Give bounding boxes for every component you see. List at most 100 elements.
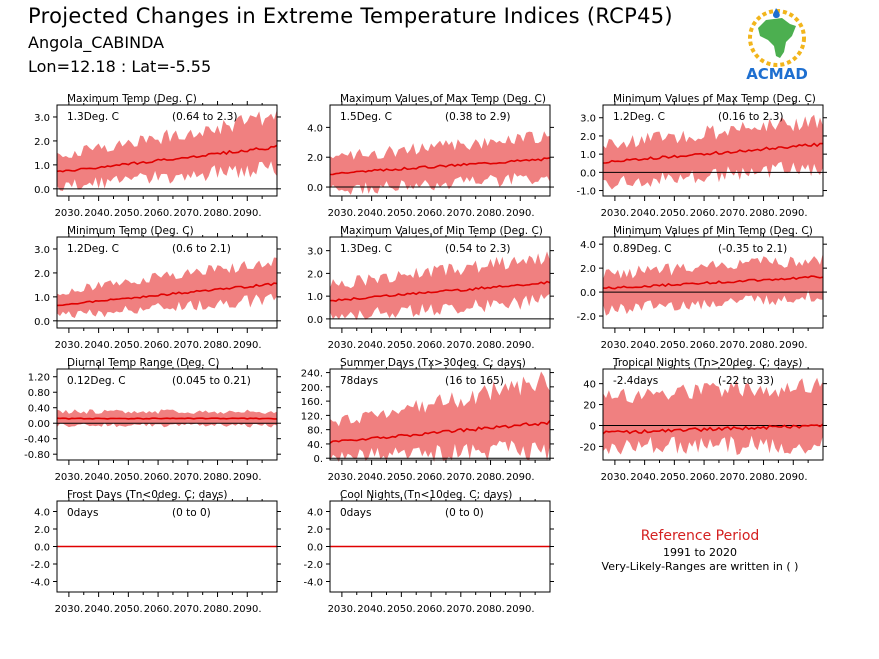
y-tick-label: -1.0 [576,187,596,198]
change-value: 1.5Deg. C [340,111,392,123]
y-tick-label: 4.0 [34,508,50,519]
uncertainty-band [330,371,550,462]
y-tick-label: 0. [313,454,323,465]
x-tick-label: 2090. [779,340,808,351]
x-tick-label: 2030. [328,208,357,219]
y-tick-label: 2.0 [580,264,596,275]
change-value: 1.2Deg. C [67,243,119,255]
x-tick-label: 2070. [719,340,748,351]
x-tick-label: 2030. [55,472,84,483]
africa-map-icon [758,18,796,58]
chart-panel: -4.0 -2.0 0.0 2.0 4.0 2030. 2040. 2050. 2060. 207… [30,489,281,615]
mean-series-line [602,275,824,290]
x-tick-label: 2090. [506,472,535,483]
mean-series-line [56,282,278,307]
mean-series-line [330,280,551,302]
x-tick-label: 2040. [84,604,113,615]
panel-title: Cool Nights (Tn<10deg. C; days) [340,489,512,501]
x-tick-label: 2050. [114,340,143,351]
plot-frame [602,236,824,329]
chart-panel: -4.0 -2.0 0.0 2.0 4.0 2030. 2040. 2050. 2060. 207… [303,489,554,615]
y-tick-label: 0.0 [580,168,596,179]
plot-frame [56,236,278,329]
uncertainty-band [603,253,823,316]
y-tick-label: -0.80 [24,450,50,461]
y-tick-label: 0.0 [307,543,323,554]
x-tick-label: 2030. [55,340,84,351]
x-tick-label: 2070. [446,604,475,615]
y-tick-label: 2.0 [580,132,596,143]
y-tick-label: 1.20 [28,373,50,384]
x-tick-label: 2060. [144,604,173,615]
y-tick-label: 40. [307,440,323,451]
likely-range: (0.045 to 0.21) [172,375,251,387]
chart-panel: 0.0 1.0 2.0 3.0 2030. 2040. 2050. 2060. 2070. 208… [34,225,281,351]
plot-frame [602,368,824,461]
x-tick-label: 2040. [357,208,386,219]
change-value: -2.4days [613,375,658,387]
x-tick-label: 2030. [601,472,630,483]
change-value: 0days [340,507,371,519]
x-tick-label: 2070. [173,604,202,615]
y-tick-label: -20 [580,442,596,453]
plot-frame [329,236,551,329]
y-tick-label: 1.0 [34,161,50,172]
y-tick-label: 1.0 [34,293,50,304]
x-tick-label: 2070. [446,208,475,219]
x-tick-label: 2030. [55,604,84,615]
plot-frame [329,104,551,197]
uncertainty-band [603,377,823,455]
y-tick-label: 4.0 [307,123,323,134]
y-tick-label: 200. [301,383,323,394]
x-tick-label: 2040. [357,472,386,483]
y-tick-label: 160. [301,397,323,408]
reference-period-title: Reference Period [640,528,760,544]
uncertainty-band [603,114,823,190]
x-tick-label: 2040. [84,208,113,219]
figure-title: Projected Changes in Extreme Temperature… [28,4,673,28]
chart-panel: 0.0 1.0 2.0 3.0 2030. 2040. 2050. 2060. 2070. 208… [34,93,281,219]
chart-panel: 0.0 1.0 2.0 3.0 2030. 2040. 2050. 2060. 2070. 208… [307,225,554,351]
y-tick-label: 40 [583,380,596,391]
y-tick-label: 0.0 [34,317,50,328]
change-value: 0.12Deg. C [67,375,126,387]
x-tick-label: 2040. [630,340,659,351]
y-tick-label: 1.0 [580,150,596,161]
x-tick-label: 2050. [660,208,689,219]
plot-frame [56,104,278,197]
uncertainty-band [330,131,550,195]
y-tick-label: 2.0 [34,269,50,280]
likely-range: (0.16 to 2.3) [718,111,784,123]
likely-range: (0 to 0) [445,507,484,519]
coordinates-label: Lon=12.18 : Lat=-5.55 [28,57,212,76]
x-tick-label: 2090. [506,208,535,219]
change-value: 0.89Deg. C [613,243,672,255]
x-tick-label: 2080. [203,472,232,483]
x-tick-label: 2040. [84,472,113,483]
x-tick-label: 2070. [446,472,475,483]
y-tick-label: 4.0 [307,508,323,519]
mean-series-line [56,417,277,420]
change-value: 1.2Deg. C [613,111,665,123]
y-tick-label: 2.0 [34,137,50,148]
x-tick-label: 2060. [144,472,173,483]
x-tick-label: 2050. [114,208,143,219]
y-tick-label: 0.0 [307,315,323,326]
x-tick-label: 2070. [173,472,202,483]
x-tick-label: 2070. [719,208,748,219]
x-tick-label: 2090. [779,208,808,219]
y-tick-label: 20 [583,401,596,412]
x-tick-label: 2050. [387,208,416,219]
x-tick-label: 2080. [476,208,505,219]
y-tick-label: 120. [301,411,323,422]
panel-title: Minimum Values of Max Temp (Deg. C) [613,93,816,105]
x-tick-label: 2090. [233,604,262,615]
mean-series-line [329,157,551,176]
x-tick-label: 2040. [357,604,386,615]
y-tick-label: 2.0 [307,525,323,536]
x-tick-label: 2040. [357,340,386,351]
y-tick-label: 80. [307,426,323,437]
y-tick-label: -4.0 [30,578,50,589]
chart-panel: -1.0 0.0 1.0 2.0 3.0 2030. 2040. 2050. 2060. 2070… [576,93,827,219]
